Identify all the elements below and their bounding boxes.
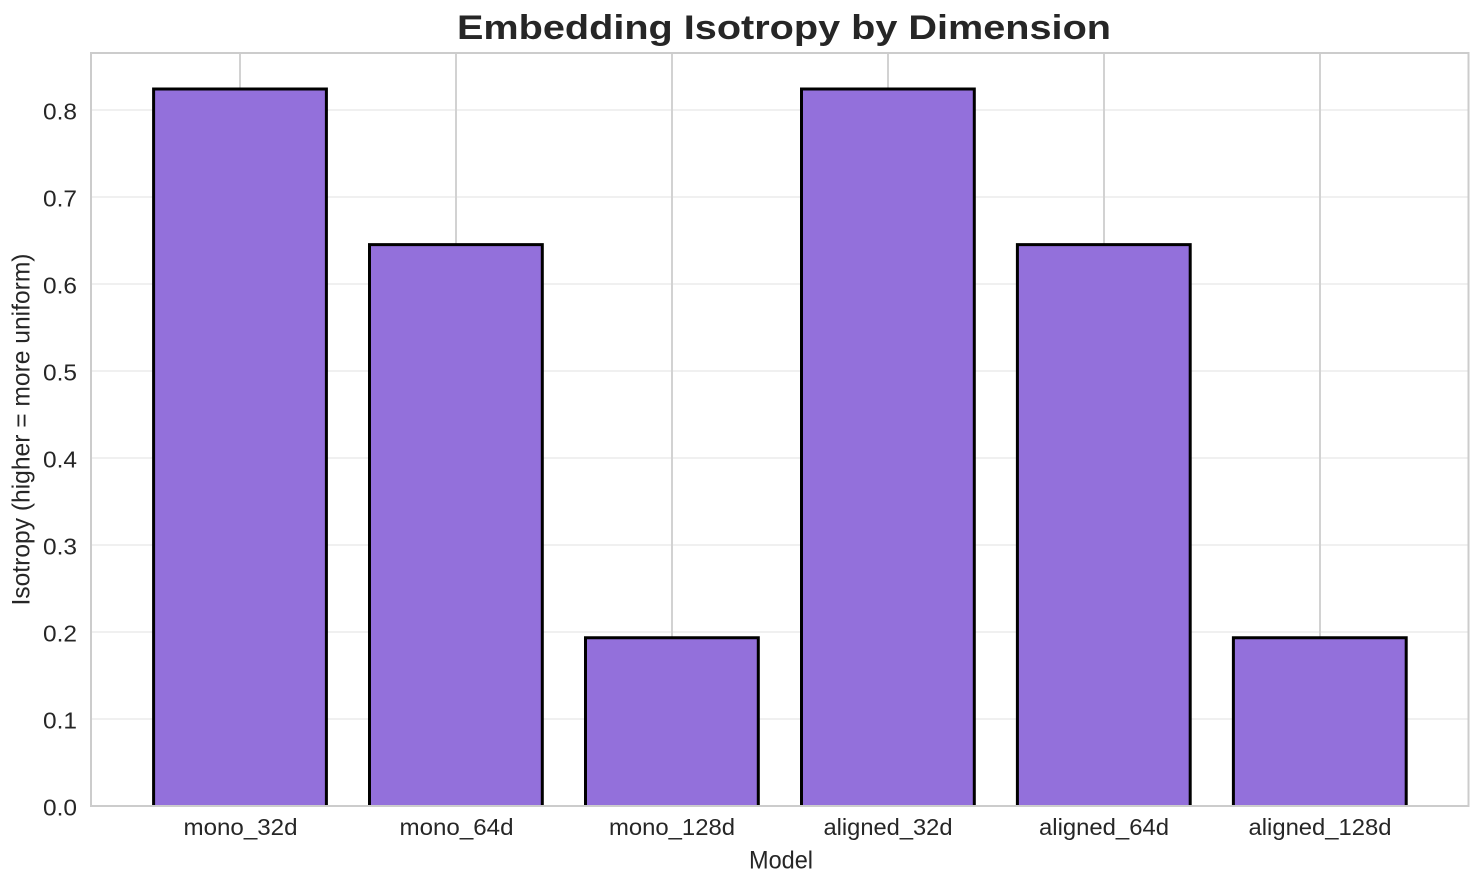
svg-text:Isotropy (higher = more unifor: Isotropy (higher = more uniform) xyxy=(8,254,36,606)
svg-text:0.7: 0.7 xyxy=(43,185,77,211)
svg-text:0.3: 0.3 xyxy=(43,533,77,559)
svg-text:aligned_32d: aligned_32d xyxy=(824,814,953,840)
svg-text:mono_128d: mono_128d xyxy=(609,814,735,840)
svg-text:0.2: 0.2 xyxy=(43,620,77,646)
svg-text:0.5: 0.5 xyxy=(43,359,77,385)
svg-text:0.4: 0.4 xyxy=(43,446,77,472)
svg-text:0.1: 0.1 xyxy=(43,707,77,733)
svg-text:mono_32d: mono_32d xyxy=(184,814,298,840)
svg-text:mono_64d: mono_64d xyxy=(400,814,514,840)
svg-text:aligned_128d: aligned_128d xyxy=(1249,814,1392,840)
svg-text:0.6: 0.6 xyxy=(43,272,77,298)
svg-text:0.8: 0.8 xyxy=(43,98,77,124)
svg-text:Embedding Isotropy by Dimensio: Embedding Isotropy by Dimension xyxy=(457,9,1111,47)
svg-text:Model: Model xyxy=(749,847,813,875)
svg-text:0.0: 0.0 xyxy=(43,794,77,820)
svg-text:aligned_64d: aligned_64d xyxy=(1039,814,1169,840)
